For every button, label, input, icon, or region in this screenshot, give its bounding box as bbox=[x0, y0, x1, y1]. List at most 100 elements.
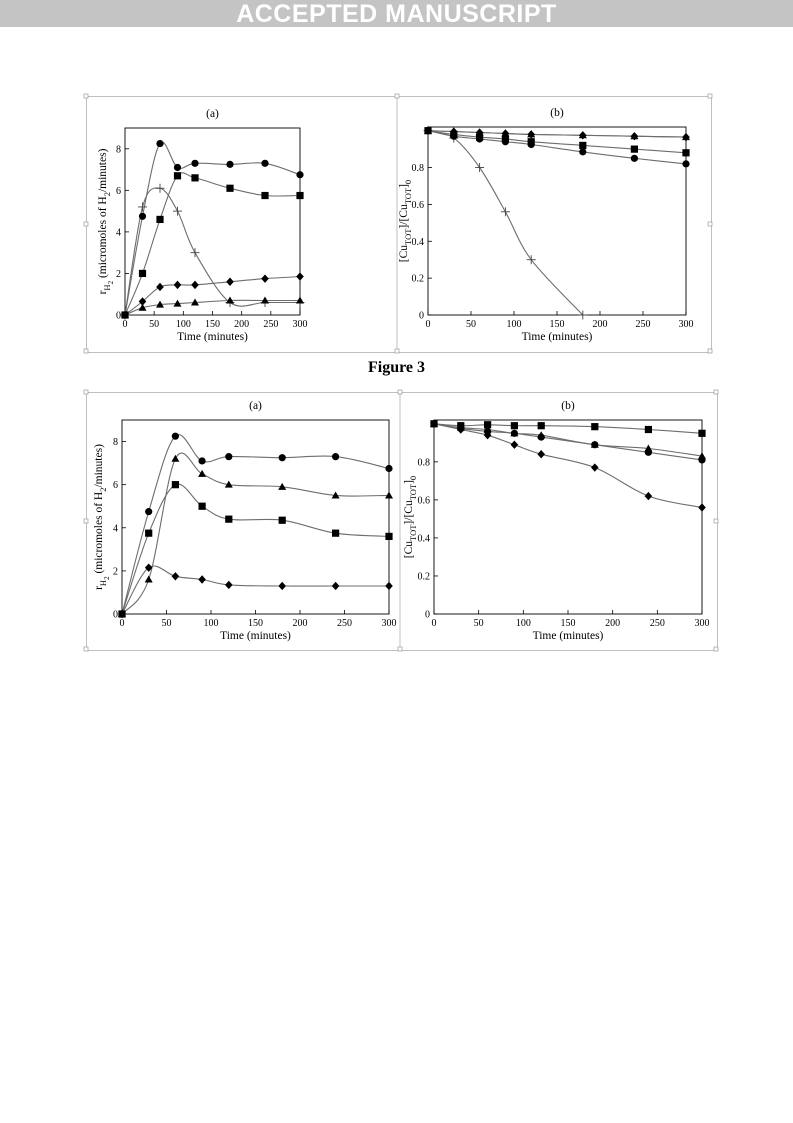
y-tick-label: 0.4 bbox=[412, 237, 425, 248]
data-point-diamond bbox=[579, 131, 587, 140]
y-tick-label: 0 bbox=[425, 610, 430, 621]
data-point-square bbox=[501, 135, 509, 143]
data-point-diamond bbox=[501, 129, 510, 138]
x-tick-label: 100 bbox=[176, 319, 191, 330]
y-tick-label: 4 bbox=[113, 523, 118, 534]
y-tick-label: 2 bbox=[113, 566, 118, 577]
y-tick-label: 0.2 bbox=[412, 274, 425, 285]
data-point-circle bbox=[385, 464, 393, 473]
data-point-triangle bbox=[138, 303, 147, 311]
x-tick-label: 50 bbox=[466, 319, 476, 330]
data-point-circle bbox=[173, 163, 182, 172]
data-point-square bbox=[226, 184, 234, 192]
series-line-circle bbox=[433, 423, 703, 461]
data-point-triangle bbox=[698, 452, 706, 460]
data-point-circle bbox=[682, 160, 690, 168]
x-tick-label: 100 bbox=[204, 618, 219, 629]
x-tick-label: 300 bbox=[695, 618, 710, 629]
data-point-diamond bbox=[278, 581, 286, 591]
x-tick-label: 50 bbox=[162, 618, 172, 629]
data-point-square bbox=[591, 423, 599, 431]
data-point-triangle bbox=[510, 429, 519, 437]
data-point-square bbox=[171, 481, 179, 489]
data-point-square bbox=[332, 529, 340, 537]
data-point-diamond bbox=[156, 282, 164, 292]
data-point-circle bbox=[579, 148, 587, 156]
x-axis-label: Time (minutes) bbox=[220, 630, 291, 642]
panel-label: (a) bbox=[206, 108, 219, 120]
x-tick-label: 200 bbox=[593, 319, 608, 330]
x-axis-label: Time (minutes) bbox=[533, 630, 604, 642]
series-line-triangle bbox=[121, 452, 390, 615]
data-point-triangle bbox=[156, 300, 164, 308]
data-point-circle bbox=[278, 454, 286, 462]
data-point-triangle bbox=[144, 575, 153, 583]
x-tick-label: 0 bbox=[432, 618, 437, 629]
series-line-triangle bbox=[433, 423, 703, 457]
accepted-manuscript-banner bbox=[0, 0, 793, 27]
x-tick-label: 150 bbox=[561, 618, 576, 629]
data-point-diamond bbox=[171, 572, 180, 581]
data-point-square bbox=[145, 529, 153, 537]
plot-area-frame bbox=[124, 127, 301, 316]
data-point-diamond bbox=[331, 581, 340, 591]
x-tick-label: 50 bbox=[474, 618, 484, 629]
data-point-circle bbox=[138, 212, 147, 220]
y-tick-label: 0.8 bbox=[418, 457, 431, 468]
data-point-diamond bbox=[591, 463, 599, 472]
series-line-diamond bbox=[121, 565, 389, 615]
data-point-plus bbox=[526, 255, 536, 265]
data-point-square bbox=[385, 532, 393, 540]
banner-text: ACCEPTED MANUSCRIPT bbox=[236, 0, 557, 28]
data-point-triangle bbox=[644, 444, 653, 452]
y-axis-label: rH2 (micromoles of H2/minutes) bbox=[97, 148, 115, 294]
x-tick-label: 0 bbox=[123, 319, 128, 330]
data-point-circle bbox=[226, 160, 234, 168]
data-point-circle bbox=[156, 139, 164, 148]
y-axis-label: rH2 (micromoles of H2/minutes) bbox=[93, 444, 111, 590]
data-point-plus bbox=[475, 163, 485, 173]
y-tick-label: 0.2 bbox=[418, 571, 431, 582]
x-tick-label: 150 bbox=[205, 319, 220, 330]
x-tick-label: 250 bbox=[650, 618, 665, 629]
figure-bottom-panel-a-chart: 0 50 100 150 200 250 300 0 2 4 6 8 (a) Time (minutes)… bbox=[93, 400, 397, 642]
y-tick-label: 0 bbox=[116, 311, 121, 322]
data-point-square bbox=[527, 138, 535, 146]
data-point-plus bbox=[190, 248, 200, 258]
x-tick-label: 200 bbox=[234, 319, 249, 330]
series-line-circle bbox=[121, 434, 390, 615]
data-point-diamond bbox=[430, 419, 438, 429]
x-tick-label: 100 bbox=[516, 618, 531, 629]
y-tick-label: 2 bbox=[116, 269, 121, 280]
y-tick-label: 4 bbox=[116, 227, 121, 238]
x-axis-label: Time (minutes) bbox=[522, 331, 593, 343]
data-point-square bbox=[698, 429, 706, 437]
data-point-diamond bbox=[296, 272, 304, 281]
data-point-triangle bbox=[226, 296, 234, 304]
data-point-plus bbox=[578, 310, 588, 320]
data-point-square bbox=[173, 172, 182, 180]
data-point-diamond bbox=[537, 450, 545, 459]
data-point-circle bbox=[261, 159, 269, 167]
data-point-triangle bbox=[278, 482, 287, 490]
data-point-square bbox=[296, 191, 304, 200]
x-tick-label: 150 bbox=[248, 618, 263, 629]
figure-top-panel-b-chart: 0 50 100 150 200 250 300 0 0.2 0.4 0.6 0.8 (b) Time (… bbox=[398, 107, 694, 343]
x-axis-label: Time (minutes) bbox=[177, 331, 248, 343]
data-point-diamond bbox=[191, 280, 199, 290]
data-point-square bbox=[484, 421, 492, 429]
x-tick-label: 150 bbox=[550, 319, 565, 330]
series-line-circle bbox=[124, 141, 301, 316]
panel-label: (b) bbox=[561, 400, 575, 412]
x-tick-label: 50 bbox=[149, 319, 159, 330]
y-tick-label: 6 bbox=[116, 186, 121, 197]
data-point-square bbox=[191, 174, 199, 182]
data-point-square bbox=[156, 215, 164, 224]
x-tick-label: 250 bbox=[263, 319, 278, 330]
y-axis-label: [CuTOT]/[CuTOT]0 bbox=[403, 476, 418, 558]
panel-label: (b) bbox=[550, 107, 564, 119]
x-tick-label: 200 bbox=[293, 618, 308, 629]
data-point-diamond bbox=[644, 491, 653, 501]
data-point-triangle bbox=[173, 299, 182, 307]
data-point-circle bbox=[145, 508, 153, 516]
